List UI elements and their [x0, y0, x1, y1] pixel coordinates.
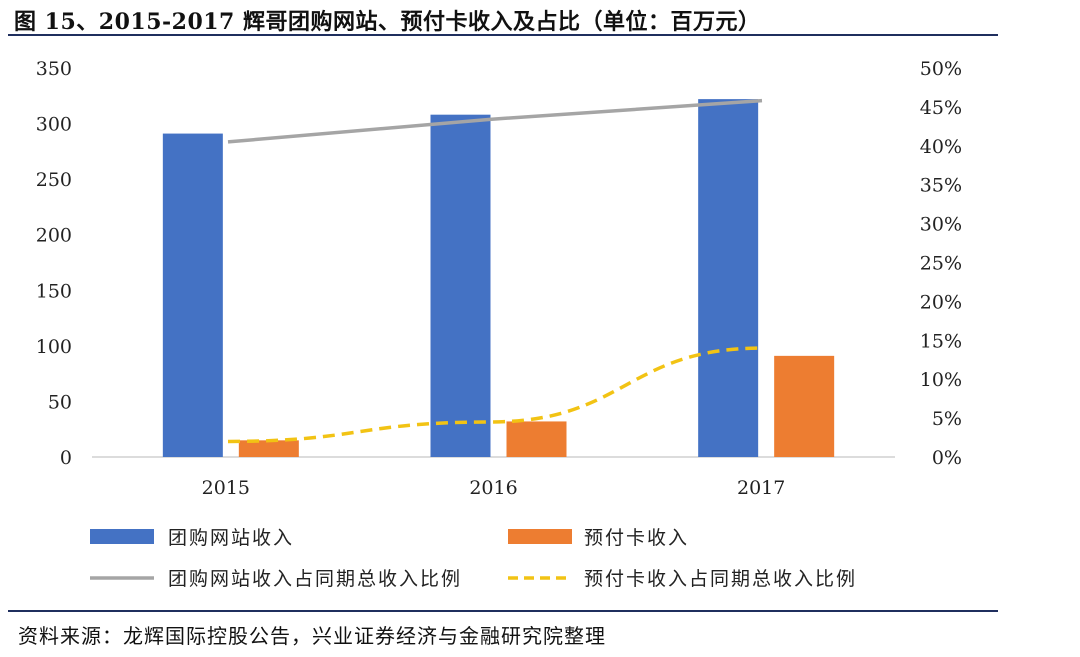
right-tick-label: 0% [932, 447, 962, 469]
right-tick-label: 5% [932, 408, 962, 430]
bar [698, 99, 759, 458]
source-rule [8, 610, 998, 612]
chart: 0 50 100 150 200 250 300 350 0% 5% 10% 15% 20% 25% 30… [36, 58, 962, 590]
right-tick-label: 20% [920, 291, 962, 313]
bars [162, 99, 835, 458]
right-y-axis: 0% 5% 10% 15% 20% 25% 30% 35% 40% 45% 50% [920, 58, 962, 469]
bar [506, 421, 567, 457]
right-tick-label: 50% [920, 58, 962, 80]
left-tick-label: 100 [36, 336, 72, 358]
right-tick-label: 45% [920, 97, 962, 119]
legend-swatch [508, 529, 572, 544]
x-axis: 2015 2016 2017 [92, 456, 895, 499]
line-series [227, 346, 763, 444]
x-tick-label: 2017 [737, 477, 785, 499]
left-tick-label: 350 [36, 58, 72, 80]
right-tick-label: 35% [920, 175, 962, 197]
x-tick-label: 2016 [469, 477, 517, 499]
bar [238, 440, 299, 457]
left-y-axis: 0 50 100 150 200 250 300 350 [36, 58, 72, 469]
legend-label: 团购网站收入 [168, 527, 294, 549]
legend-swatch [90, 529, 154, 544]
right-tick-label: 30% [920, 214, 962, 236]
right-tick-label: 40% [920, 136, 962, 158]
left-tick-label: 200 [36, 225, 72, 247]
figure-title: 图 15、2015-2017 辉哥团购网站、预付卡收入及占比（单位：百万元） [14, 9, 761, 35]
x-tick-label: 2015 [202, 477, 250, 499]
legend-label: 团购网站收入占同期总收入比例 [168, 568, 462, 590]
source-note: 资料来源：龙辉国际控股公告，兴业证券经济与金融研究院整理 [18, 624, 606, 648]
left-tick-label: 250 [36, 169, 72, 191]
right-tick-label: 25% [920, 253, 962, 275]
legend-label: 预付卡收入占同期总收入比例 [584, 568, 857, 590]
bar [162, 133, 223, 457]
left-tick-label: 300 [36, 114, 72, 136]
right-tick-label: 10% [920, 369, 962, 391]
left-tick-label: 0 [60, 447, 72, 469]
bar [430, 114, 491, 458]
title-rule [8, 34, 998, 36]
legend-label: 预付卡收入 [584, 527, 689, 549]
bar [774, 355, 835, 457]
line-series [227, 98, 763, 144]
right-tick-label: 15% [920, 330, 962, 352]
left-tick-label: 50 [48, 391, 72, 413]
lines [227, 98, 763, 444]
left-tick-label: 150 [36, 280, 72, 302]
